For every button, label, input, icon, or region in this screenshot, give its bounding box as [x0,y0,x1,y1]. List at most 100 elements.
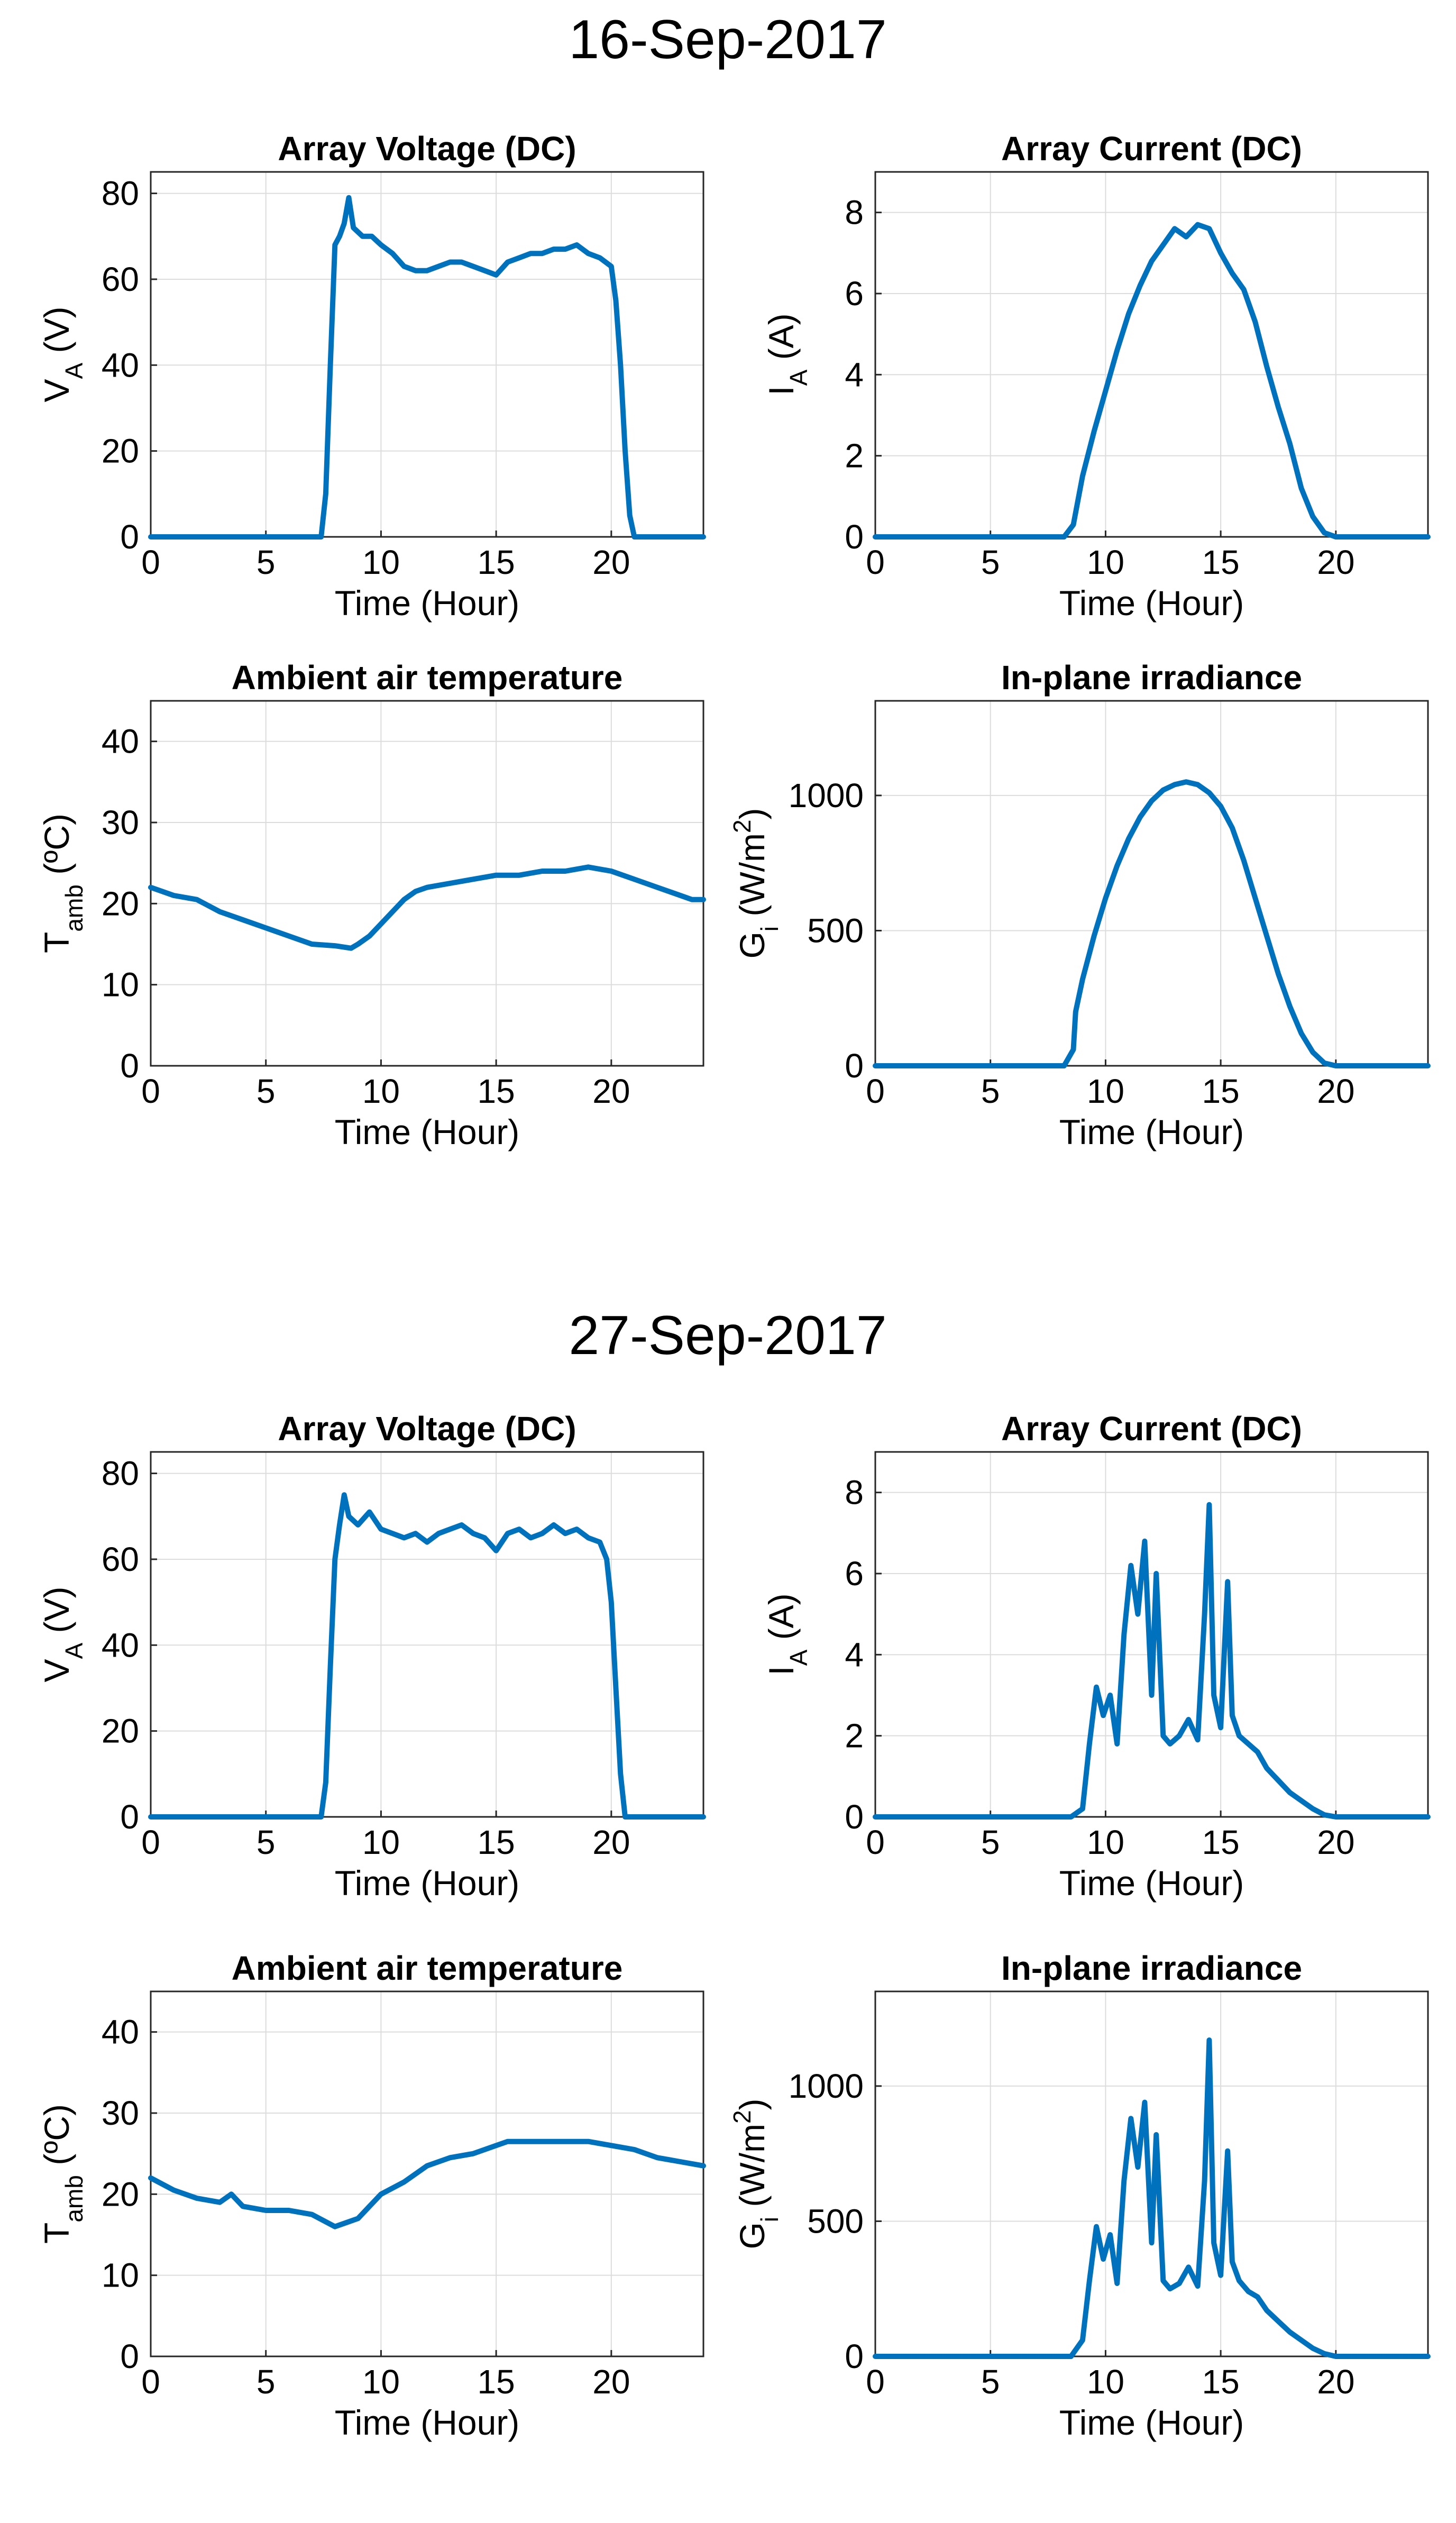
chart-irradiance-1-x-tick-label-0: 0 [866,2363,885,2401]
chart-temperature-0-title: Ambient air temperature [232,659,623,697]
chart-temperature-1-y-axis-label-main: T [37,2223,76,2244]
chart-current-0-y-tick-label-3: 6 [845,275,864,313]
chart-temperature-1-x-tick-label-3: 15 [478,2363,515,2401]
chart-irradiance-0-y-tick-label-1: 500 [807,911,864,949]
chart-temperature-0-y-tick-label-2: 20 [102,884,139,922]
chart-current-0-y-axis-label-unit: (A) [762,313,801,369]
chart-temperature-0-y-tick-label-3: 30 [102,803,139,842]
chart-voltage-0-series-line [148,195,706,540]
chart-current-0-series-line [873,222,1431,540]
chart-irradiance-0-y-tick-label-0: 0 [845,1047,864,1085]
chart-irradiance-0-y-axis-label-end: ) [732,808,772,819]
chart-current-1-y-tick-label-3: 6 [845,1555,864,1593]
chart-temperature-0-y-tick-label-1: 10 [102,966,139,1004]
chart-current-1-axes-frame [874,1451,1429,1818]
chart-irradiance-0-y-axis-label-main: G [732,931,772,958]
chart-irradiance-0-y-axis-label-unit: (W/m [732,833,772,926]
chart-irradiance-1-x-tick-label-1: 5 [981,2363,1000,2401]
chart-voltage-0-y-axis-label-unit: (V) [37,306,76,362]
chart-voltage-1-y-tick-label-4: 80 [102,1455,139,1493]
chart-voltage-0-y-axis-label: VA (V) [37,306,88,402]
chart-voltage-1-y-axis-label-main: V [37,1659,76,1682]
chart-current-1-x-tick-label-3: 15 [1202,1823,1240,1861]
chart-voltage-0-x-tick-label-4: 20 [592,543,630,581]
chart-irradiance-1-y-axis-label-end: ) [732,2098,772,2110]
chart-irradiance-1-y-axis-label-main: G [732,2222,772,2249]
date-title-1: 16-Sep-2017 [569,9,886,70]
chart-irradiance-1-y-axis-label-sub: i [756,2217,783,2222]
chart-irradiance-0-y-axis-label: Gi (W/m2) [728,808,783,958]
chart-irradiance-1-y-tick-label-2: 1000 [789,2067,864,2105]
chart-current-0-y-axis-label-main: I [762,386,801,395]
chart-current-1-y-axis-label-unit: (A) [762,1593,801,1649]
chart-irradiance-16-sep: 0 5 10 15 20 0 500 1000 In-plane irradiance Time … [728,659,1431,1151]
chart-temperature-1-series-line [148,2138,706,2229]
chart-current-1-y-axis-label-main: I [762,1666,801,1675]
chart-temperature-1-y-tick-label-1: 10 [102,2256,139,2295]
chart-temperature-1-title: Ambient air temperature [232,1949,623,1987]
chart-irradiance-1-x-tick-label-3: 15 [1202,2363,1240,2401]
chart-temperature-0-y-axis-label-main: T [37,932,76,953]
chart-temperature-0-x-tick-label-0: 0 [141,1072,160,1110]
chart-temperature-0-y-tick-label-4: 40 [102,723,139,761]
chart-current-1-x-tick-label-2: 10 [1087,1823,1124,1861]
chart-irradiance-1-y-axis-label: Gi (W/m2) [728,2098,783,2249]
chart-irradiance-0-x-tick-label-1: 5 [981,1072,1000,1110]
chart-temperature-1-x-axis-label: Time (Hour) [335,2403,520,2442]
chart-current-0-axes-frame [874,171,1429,538]
chart-temperature-0-x-axis-label: Time (Hour) [335,1112,520,1151]
chart-current-0-y-axis-label-sub: A [785,369,812,386]
chart-current-1-y-tick-label-0: 0 [845,1798,864,1836]
chart-voltage-0-y-tick-label-4: 80 [102,175,139,213]
chart-temperature-0-series-line [148,864,706,951]
chart-current-1-y-tick-label-4: 8 [845,1474,864,1512]
chart-irradiance-0-y-axis-label-sub: i [756,926,783,931]
chart-irradiance-0-x-tick-label-0: 0 [866,1072,885,1110]
chart-current-1-x-axis-label: Time (Hour) [1059,1863,1244,1903]
chart-voltage-1-y-tick-label-1: 20 [102,1712,139,1750]
chart-voltage-1-y-tick-label-0: 0 [120,1798,139,1836]
chart-temperature-1-x-tick-label-4: 20 [592,2363,630,2401]
chart-current-1-title: Array Current (DC) [1001,1410,1302,1448]
chart-temperature-1-x-tick-label-2: 10 [362,2363,400,2401]
chart-current-0-y-axis-label: IA (A) [762,313,812,395]
chart-temperature-0-x-tick-label-1: 5 [257,1072,276,1110]
chart-voltage-0-x-tick-label-2: 10 [362,543,400,581]
chart-current-16-sep: 0 5 10 15 20 0 2 4 6 8 Array Current (DC) Time (Hou… [762,130,1431,623]
chart-voltage-1-y-tick-label-3: 60 [102,1540,139,1578]
chart-temperature-1-y-tick-label-0: 0 [120,2337,139,2375]
chart-voltage-1-x-axis-label: Time (Hour) [335,1863,520,1903]
chart-irradiance-1-title: In-plane irradiance [1001,1949,1302,1987]
chart-irradiance-27-sep: 0 5 10 15 20 0 500 1000 In-plane irradiance Time … [728,1949,1431,2442]
chart-current-1-y-tick-label-2: 4 [845,1635,864,1674]
chart-current-0-x-tick-label-2: 10 [1087,543,1124,581]
chart-current-0-x-axis-label: Time (Hour) [1059,583,1244,623]
chart-voltage-0-x-axis-label: Time (Hour) [335,583,520,623]
chart-voltage-0-x-tick-label-3: 15 [478,543,515,581]
chart-irradiance-0-axes-frame [874,700,1429,1067]
chart-current-1-y-axis-label-sub: A [785,1649,812,1666]
chart-current-1-y-tick-label-1: 2 [845,1717,864,1755]
chart-voltage-0-y-tick-label-3: 60 [102,260,139,298]
chart-voltage-27-sep: 0 5 10 15 20 0 20 40 60 80 Array Voltage (DC) Time … [37,1410,706,1903]
chart-voltage-1-title: Array Voltage (DC) [278,1410,576,1448]
chart-temperature-1-y-axis-label-unit: (ºC) [37,2104,76,2175]
chart-temperature-1-y-tick-label-3: 30 [102,2094,139,2132]
chart-temperature-1-x-tick-label-0: 0 [141,2363,160,2401]
chart-temperature-1-x-tick-label-1: 5 [257,2363,276,2401]
chart-voltage-1-y-tick-label-2: 40 [102,1626,139,1664]
chart-current-0-x-tick-label-4: 20 [1317,543,1354,581]
chart-current-0-y-tick-label-1: 2 [845,437,864,475]
chart-current-0-x-tick-label-3: 15 [1202,543,1240,581]
chart-voltage-0-y-tick-label-2: 40 [102,346,139,384]
chart-irradiance-1-series-line [873,2037,1431,2359]
chart-voltage-0-y-tick-label-1: 20 [102,432,139,470]
chart-voltage-1-y-axis-label: VA (V) [37,1586,88,1682]
chart-voltage-1-y-axis-label-sub: A [60,1642,88,1659]
chart-current-1-y-axis-label: IA (A) [762,1593,812,1675]
chart-voltage-0-y-axis-label-main: V [37,379,76,402]
chart-current-0-y-tick-label-0: 0 [845,518,864,556]
chart-voltage-0-x-tick-label-0: 0 [141,543,160,581]
